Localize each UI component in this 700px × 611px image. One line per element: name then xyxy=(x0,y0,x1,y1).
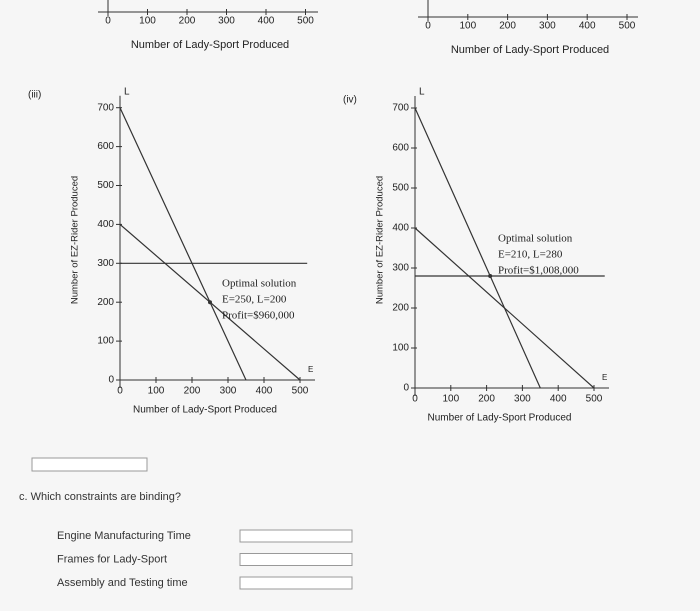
question: c. Which constraints are binding? xyxy=(19,491,181,503)
dropdown[interactable] xyxy=(239,529,353,543)
x-tick-label: 400 xyxy=(258,16,275,27)
x-tick-label: 200 xyxy=(184,386,201,397)
optimal-text: Profit=$960,000 xyxy=(222,310,295,322)
constraint-line xyxy=(414,227,595,389)
x-tick-label: 300 xyxy=(514,394,531,405)
constraint-label: Assembly and Testing time xyxy=(57,577,188,589)
y-tick-label: 100 xyxy=(97,336,114,347)
dropdown[interactable] xyxy=(31,457,148,472)
x-tick-label: 500 xyxy=(292,386,309,397)
dropdown[interactable] xyxy=(239,553,353,566)
x-tick-label: 200 xyxy=(179,16,196,27)
x-tick-label: 400 xyxy=(256,386,273,397)
axis-name: E xyxy=(602,373,607,382)
optimal-text: Optimal solution xyxy=(498,233,573,245)
x-tick-label: 0 xyxy=(425,21,431,32)
y-tick-label: 500 xyxy=(392,183,409,194)
y-tick-label: 200 xyxy=(97,297,114,308)
x-tick-label: 0 xyxy=(117,386,123,397)
y-tick-label: 100 xyxy=(392,343,409,354)
constraint-line xyxy=(414,107,541,389)
x-tick-label: 0 xyxy=(105,16,111,27)
x-tick-label: 300 xyxy=(539,21,556,32)
x-axis-label: Number of Lady-Sport Produced xyxy=(131,39,289,51)
optimal-text: E=210, L=280 xyxy=(498,249,563,261)
x-tick-label: 100 xyxy=(148,386,165,397)
x-axis-label: Number of Lady-Sport Produced xyxy=(133,405,277,416)
x-tick-label: 300 xyxy=(218,16,235,27)
x-tick-label: 300 xyxy=(220,386,237,397)
x-tick-label: 0 xyxy=(412,394,418,405)
y-tick-label: 600 xyxy=(392,143,409,154)
y-tick-label: 0 xyxy=(108,375,114,386)
y-tick-label: 300 xyxy=(97,258,114,269)
y-tick-label: 700 xyxy=(392,103,409,114)
axis-name: E xyxy=(308,365,313,374)
y-axis-label: Number of EZ-Rider Produced xyxy=(375,176,386,304)
x-tick-label: 200 xyxy=(499,21,516,32)
graph-label: (iv) xyxy=(343,95,357,106)
y-tick-label: 600 xyxy=(97,141,114,152)
constraint-label: Frames for Lady-Sport xyxy=(57,553,167,565)
dropdown[interactable] xyxy=(239,576,353,590)
x-axis-label: Number of Lady-Sport Produced xyxy=(451,44,609,56)
optimal-point xyxy=(488,274,493,278)
y-tick-label: 400 xyxy=(97,219,114,230)
y-tick-label: 400 xyxy=(392,223,409,234)
y-tick-label: 200 xyxy=(392,303,409,314)
optimal-text: Optimal solution xyxy=(222,278,297,290)
constraint-label: Engine Manufacturing Time xyxy=(57,530,191,542)
x-tick-label: 500 xyxy=(619,21,636,32)
graph-label: (iii) xyxy=(28,90,41,101)
optimal-point xyxy=(208,300,212,305)
x-tick-label: 100 xyxy=(459,21,476,32)
optimal-text: E=250, L=200 xyxy=(222,294,287,306)
x-tick-label: 400 xyxy=(550,394,567,405)
x-tick-label: 100 xyxy=(442,394,459,405)
optimal-text: Profit=$1,008,000 xyxy=(498,265,579,277)
x-tick-label: 200 xyxy=(478,394,495,405)
y-tick-label: 700 xyxy=(97,102,114,113)
y-axis-label: Number of EZ-Rider Produced xyxy=(70,176,81,304)
x-axis-label: Number of Lady-Sport Produced xyxy=(428,413,572,424)
x-tick-label: 100 xyxy=(139,16,156,27)
axis-name: L xyxy=(419,87,425,98)
x-tick-label: 400 xyxy=(579,21,596,32)
y-tick-label: 500 xyxy=(97,180,114,191)
x-tick-label: 500 xyxy=(297,16,314,27)
x-tick-label: 500 xyxy=(586,394,603,405)
constraint-line xyxy=(119,107,247,381)
axis-name: L xyxy=(124,86,130,97)
y-tick-label: 300 xyxy=(392,263,409,274)
y-tick-label: 0 xyxy=(403,383,409,394)
